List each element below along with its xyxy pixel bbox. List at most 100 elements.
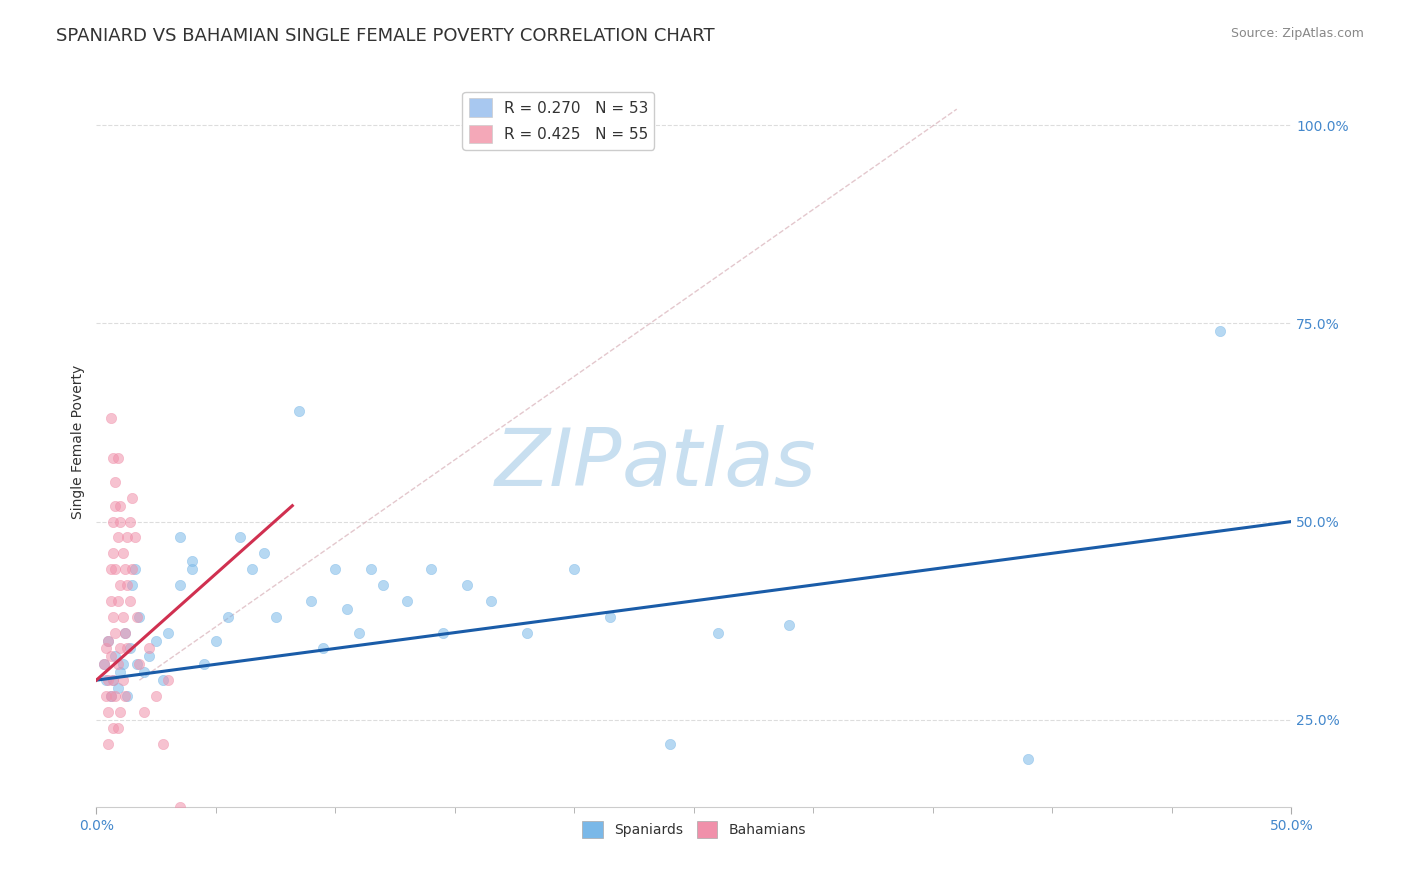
Point [97, 633, 120, 648]
Legend: Spaniards, Bahamians: Spaniards, Bahamians [576, 816, 811, 844]
Point [97, 673, 120, 688]
Point [111, 609, 134, 624]
Point [118, 594, 141, 608]
Point [114, 562, 136, 576]
Point [121, 491, 143, 505]
Point [145, 633, 167, 648]
Point [124, 562, 146, 576]
Y-axis label: Single Female Poverty: Single Female Poverty [72, 365, 86, 519]
Point [117, 641, 139, 656]
Point [107, 681, 129, 695]
Point [301, 594, 323, 608]
Text: Source: ZipAtlas.com: Source: ZipAtlas.com [1230, 27, 1364, 40]
Point [349, 625, 371, 640]
Point [121, 578, 143, 592]
Point [125, 609, 148, 624]
Point [432, 625, 454, 640]
Point [104, 649, 127, 664]
Point [360, 562, 382, 576]
Point [107, 530, 129, 544]
Point [706, 625, 728, 640]
Point [104, 475, 127, 489]
Point [104, 562, 127, 576]
Point [114, 625, 136, 640]
Point [100, 689, 122, 703]
Point [101, 721, 124, 735]
Point [94, 689, 117, 703]
Point [100, 689, 122, 703]
Point [229, 530, 252, 544]
Point [152, 673, 174, 688]
Point [100, 594, 122, 608]
Point [117, 689, 139, 703]
Point [110, 578, 132, 592]
Point [169, 578, 191, 592]
Point [479, 594, 502, 608]
Point [107, 451, 129, 466]
Point [110, 665, 132, 680]
Point [101, 673, 124, 688]
Point [169, 530, 191, 544]
Point [264, 609, 287, 624]
Point [145, 689, 167, 703]
Point [599, 609, 621, 624]
Point [118, 515, 141, 529]
Point [111, 657, 134, 672]
Point [778, 617, 800, 632]
Point [138, 641, 160, 656]
Point [110, 705, 132, 719]
Point [253, 546, 276, 560]
Point [110, 499, 132, 513]
Point [128, 657, 150, 672]
Point [217, 609, 239, 624]
Point [94, 641, 117, 656]
Point [111, 673, 134, 688]
Point [134, 705, 156, 719]
Point [107, 657, 129, 672]
Point [100, 411, 122, 425]
Point [93, 657, 115, 672]
Point [121, 562, 143, 576]
Point [104, 499, 127, 513]
Point [117, 530, 139, 544]
Point [118, 641, 141, 656]
Point [1017, 752, 1039, 766]
Point [138, 649, 160, 664]
Point [336, 601, 359, 615]
Point [114, 625, 136, 640]
Point [562, 562, 585, 576]
Point [97, 633, 120, 648]
Point [107, 721, 129, 735]
Point [240, 562, 263, 576]
Point [515, 625, 537, 640]
Point [101, 546, 124, 560]
Point [325, 562, 347, 576]
Point [101, 515, 124, 529]
Point [181, 562, 204, 576]
Point [97, 705, 120, 719]
Point [1208, 324, 1230, 338]
Point [107, 594, 129, 608]
Point [169, 800, 191, 814]
Point [152, 737, 174, 751]
Point [93, 657, 115, 672]
Point [104, 625, 127, 640]
Point [124, 530, 146, 544]
Point [101, 673, 124, 688]
Point [181, 554, 204, 568]
Point [134, 665, 156, 680]
Point [101, 451, 124, 466]
Point [157, 673, 180, 688]
Text: SPANIARD VS BAHAMIAN SINGLE FEMALE POVERTY CORRELATION CHART: SPANIARD VS BAHAMIAN SINGLE FEMALE POVER… [56, 27, 714, 45]
Point [125, 657, 148, 672]
Point [658, 737, 681, 751]
Point [205, 633, 228, 648]
Point [101, 609, 124, 624]
Point [420, 562, 443, 576]
Point [157, 625, 180, 640]
Point [97, 737, 120, 751]
Point [104, 689, 127, 703]
Point [100, 649, 122, 664]
Point [100, 562, 122, 576]
Point [373, 578, 395, 592]
